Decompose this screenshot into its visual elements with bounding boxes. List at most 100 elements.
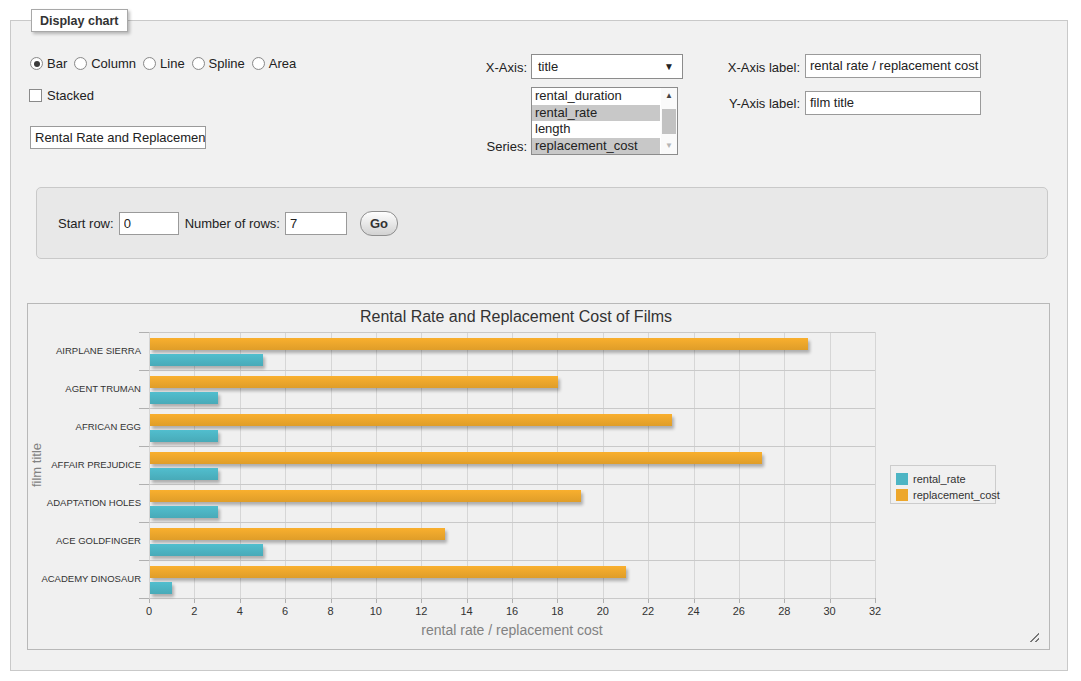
- radio-column[interactable]: [74, 57, 87, 70]
- x-tick-label: 26: [733, 605, 745, 617]
- radio-area[interactable]: [252, 57, 265, 70]
- bar-replacement_cost[interactable]: [150, 566, 626, 578]
- x-axis-select[interactable]: title ▼: [531, 54, 683, 79]
- band-separator: [149, 484, 875, 485]
- x-tick-label: 32: [869, 605, 881, 617]
- chart: Rental Rate and Replacement Cost of Film…: [27, 303, 1050, 650]
- gridline: [694, 332, 695, 598]
- x-axis-title: rental rate / replacement cost: [421, 622, 602, 638]
- number-of-rows-label: Number of rows:: [185, 216, 280, 231]
- legend-label: rental_rate: [913, 473, 966, 485]
- x-axis-label-field-label: X-Axis label:: [710, 60, 800, 75]
- chart-type-option-line[interactable]: Line: [143, 56, 185, 71]
- stacked-checkbox[interactable]: [29, 89, 42, 102]
- number-of-rows-input[interactable]: [285, 212, 347, 235]
- bar-replacement_cost[interactable]: [150, 490, 581, 502]
- x-tick-mark: [875, 598, 876, 603]
- band-separator: [149, 598, 875, 599]
- chart-legend: rental_rate replacement_cost: [890, 465, 996, 504]
- bar-replacement_cost[interactable]: [150, 414, 672, 426]
- series-option-replacement_cost[interactable]: replacement_cost: [532, 138, 660, 155]
- y-tick-mark: [139, 598, 149, 599]
- band-separator: [149, 446, 875, 447]
- y-tick-mark: [139, 484, 149, 485]
- series-option-rental_duration[interactable]: rental_duration: [532, 88, 660, 105]
- gridline: [421, 332, 422, 598]
- y-tick-mark: [139, 408, 149, 409]
- x-tick-label: 4: [237, 605, 243, 617]
- radio-line[interactable]: [143, 57, 156, 70]
- gridline: [830, 332, 831, 598]
- chart-title-input[interactable]: Rental Rate and Replacement Cost of Film…: [30, 126, 206, 149]
- x-tick-label: 28: [778, 605, 790, 617]
- legend-item-rental_rate[interactable]: rental_rate: [896, 471, 995, 486]
- bar-rental_rate[interactable]: [150, 506, 218, 518]
- scroll-up-icon[interactable]: ▲: [661, 89, 677, 103]
- x-tick-label: 10: [370, 605, 382, 617]
- y-tick-mark: [139, 560, 149, 561]
- start-row-input[interactable]: [119, 212, 179, 235]
- y-axis-label-field-label: Y-Axis label:: [710, 96, 800, 111]
- legend-label: replacement_cost: [913, 489, 1000, 501]
- chart-type-option-spline[interactable]: Spline: [192, 56, 245, 71]
- bar-replacement_cost[interactable]: [150, 376, 558, 388]
- chart-type-option-column[interactable]: Column: [74, 56, 136, 71]
- x-axis-label-input[interactable]: rental rate / replacement cost: [805, 54, 981, 78]
- rows-controls: Start row: Number of rows: Go: [58, 211, 398, 236]
- gridline: [376, 332, 377, 598]
- gridline: [285, 332, 286, 598]
- resize-handle-icon[interactable]: [1029, 632, 1039, 642]
- radio-label: Column: [91, 56, 136, 71]
- y-axis-label-input[interactable]: film title: [805, 91, 981, 115]
- series-scrollbar[interactable]: ▲ ▼: [661, 88, 677, 154]
- series-option-length[interactable]: length: [532, 121, 660, 138]
- band-separator: [149, 522, 875, 523]
- go-button[interactable]: Go: [360, 211, 398, 236]
- panel-legend: Display chart: [31, 9, 128, 32]
- x-tick-label: 0: [146, 605, 152, 617]
- stacked-label: Stacked: [47, 88, 94, 103]
- x-tick-label: 14: [461, 605, 473, 617]
- band-separator: [149, 332, 875, 333]
- y-tick-mark: [139, 522, 149, 523]
- radio-label: Area: [269, 56, 296, 71]
- gridline: [784, 332, 785, 598]
- radio-spline[interactable]: [192, 57, 205, 70]
- bar-replacement_cost[interactable]: [150, 452, 762, 464]
- scrollbar-thumb[interactable]: [662, 109, 676, 134]
- gridline: [739, 332, 740, 598]
- radio-label: Bar: [47, 56, 67, 71]
- x-tick-label: 2: [191, 605, 197, 617]
- x-tick-label: 16: [506, 605, 518, 617]
- scroll-down-icon[interactable]: ▼: [661, 139, 677, 153]
- bar-rental_rate[interactable]: [150, 354, 263, 366]
- x-tick-label: 8: [327, 605, 333, 617]
- series-listbox-items: rental_durationrental_ratelengthreplacem…: [532, 88, 660, 154]
- bar-replacement_cost[interactable]: [150, 528, 445, 540]
- bar-rental_rate[interactable]: [150, 544, 263, 556]
- gridline: [194, 332, 195, 598]
- rows-panel: Start row: Number of rows: Go: [36, 187, 1048, 259]
- y-tick-mark: [139, 332, 149, 333]
- page: Display chart Bar Column Line Spline Area St…: [0, 0, 1081, 681]
- category-label: AIRPLANE SIERRA: [28, 345, 141, 356]
- gridline: [875, 332, 876, 598]
- bar-rental_rate[interactable]: [150, 392, 218, 404]
- chart-type-option-area[interactable]: Area: [252, 56, 296, 71]
- x-tick-label: 18: [551, 605, 563, 617]
- category-label: ADAPTATION HOLES: [28, 497, 141, 508]
- bar-rental_rate[interactable]: [150, 582, 172, 594]
- gridline: [240, 332, 241, 598]
- bar-replacement_cost[interactable]: [150, 338, 808, 350]
- bar-rental_rate[interactable]: [150, 468, 218, 480]
- bar-rental_rate[interactable]: [150, 430, 218, 442]
- chart-type-option-bar[interactable]: Bar: [30, 56, 67, 71]
- x-tick-label: 12: [415, 605, 427, 617]
- gridline: [149, 332, 150, 598]
- legend-item-replacement_cost[interactable]: replacement_cost: [896, 487, 995, 502]
- series-option-rental_rate[interactable]: rental_rate: [532, 105, 660, 122]
- series-listbox[interactable]: rental_durationrental_ratelengthreplacem…: [531, 87, 678, 155]
- gridline: [331, 332, 332, 598]
- radio-bar[interactable]: [30, 57, 43, 70]
- stacked-option[interactable]: Stacked: [29, 88, 94, 103]
